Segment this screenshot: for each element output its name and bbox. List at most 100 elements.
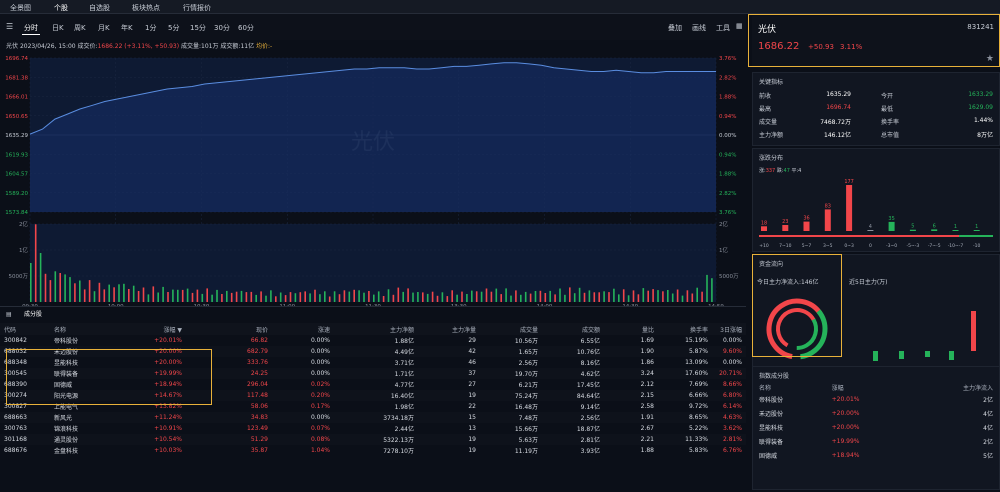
index-col-name[interactable]: 名称	[759, 385, 772, 392]
volume-bar	[118, 284, 120, 302]
col-amount[interactable]: 成交额	[542, 323, 604, 335]
nav-tab-watchlist[interactable]: 自选股	[89, 4, 110, 12]
index-contrib-row[interactable]: 昱能科技 +20.00% 4亿	[753, 420, 999, 434]
down-count: 47	[783, 168, 790, 174]
col-3day-change[interactable]: 3日涨幅	[712, 323, 746, 335]
index-col-change[interactable]: 涨幅	[831, 385, 844, 392]
menu-icon[interactable]: ☰	[6, 22, 14, 31]
list-icon[interactable]: ▤	[6, 311, 12, 318]
table-row[interactable]: 688663 新风光 +11.24% 34.83 0.00% 3734.18万 15 7.48…	[0, 412, 746, 423]
cell-netq: 46	[418, 357, 480, 368]
overlay-button[interactable]: 叠加	[668, 24, 682, 32]
distribution-bar-label: -3~0	[886, 243, 897, 249]
volume-bar	[500, 294, 502, 302]
nav-tab-panorama[interactable]: 全景图	[10, 4, 31, 12]
nav-tab-sector-hot[interactable]: 板块热点	[132, 4, 160, 12]
fund-flow-donut	[766, 298, 828, 360]
table-row[interactable]: 688348 昱能科技 +20.00% 333.76 0.00% 3.71亿 46 2.56万…	[0, 357, 746, 368]
star-icon[interactable]: ★	[985, 54, 994, 64]
cell-ratio: 1.90	[604, 346, 658, 357]
volume-bar	[706, 274, 708, 302]
col-change-label: 涨幅	[163, 326, 176, 334]
col-price[interactable]: 现价	[186, 323, 272, 335]
period-tab-weekly[interactable]: 周K	[74, 24, 86, 32]
volume-bar	[382, 296, 385, 302]
cell-price: 296.04	[186, 379, 272, 390]
table-row[interactable]: 688676 金盘科技 +10.03% 35.87 1.04% 7278.10万 19 11.…	[0, 445, 746, 456]
table-row[interactable]: 300763 锦浪科技 +10.91% 123.49 0.07% 2.44亿 13 15.66…	[0, 423, 746, 434]
table-row[interactable]: 300545 联得装备 +19.99% 24.25 0.00% 1.71亿 37 19.70万…	[0, 368, 746, 379]
volume-bar	[152, 286, 155, 302]
index-contrib-row[interactable]: 联得装备 +19.99% 2亿	[753, 434, 999, 448]
col-change[interactable]: 涨幅 ▼	[140, 323, 186, 335]
volume-bar	[436, 295, 439, 302]
volume-bar	[520, 294, 522, 302]
cell-amt: 3.93亿	[542, 445, 604, 456]
table-row[interactable]: 688032 禾迈股份 +20.00% 682.79 0.00% 4.49亿 42 1.65万…	[0, 346, 746, 357]
cell-vol: 1.65万	[480, 346, 542, 357]
cell-chg: +11.24%	[140, 412, 186, 423]
volume-bar	[632, 290, 635, 302]
grid-icon[interactable]: ▦	[736, 22, 743, 30]
sort-desc-icon: ▼	[177, 326, 182, 334]
col-net-amount[interactable]: 主力净额	[334, 323, 418, 335]
period-tab-60min[interactable]: 60分	[238, 24, 254, 32]
tools-button[interactable]: 工具	[716, 24, 730, 32]
index-col-flow[interactable]: 主力净流入	[962, 385, 993, 392]
index-cell-flow: 4亿	[983, 424, 993, 432]
col-speed[interactable]: 涨速	[272, 323, 334, 335]
draw-line-button[interactable]: 画线	[692, 24, 706, 32]
col-turnover[interactable]: 换手率	[658, 323, 712, 335]
period-tab-daily[interactable]: 日K	[52, 24, 64, 32]
cell-code: 688663	[0, 412, 50, 423]
cell-amt: 17.45亿	[542, 379, 604, 390]
volume-bar	[304, 291, 306, 302]
stat-value: 1633.29	[968, 91, 993, 98]
cell-ratio: 1.69	[604, 335, 658, 346]
col-vol-ratio[interactable]: 量比	[604, 323, 658, 335]
volume-bar	[34, 224, 37, 302]
col-net-qty[interactable]: 主力净量	[418, 323, 480, 335]
period-tab-intraday[interactable]: 分时	[24, 24, 38, 32]
cell-netq: 13	[418, 423, 480, 434]
cell-chg3: 0.00%	[712, 357, 746, 368]
table-row[interactable]: 300827 上能电气 +13.82% 58.06 0.17% 1.98亿 22 16.48万…	[0, 401, 746, 412]
volume-bar	[613, 288, 615, 302]
period-tab-1min[interactable]: 1分	[145, 24, 157, 32]
volume-bar	[622, 289, 625, 302]
col-name[interactable]: 名称	[50, 323, 140, 335]
period-tab-30min[interactable]: 30分	[214, 24, 230, 32]
volume-bar	[422, 292, 424, 302]
period-tab-yearly[interactable]: 年K	[121, 24, 133, 32]
volume-bar	[529, 293, 532, 302]
volume-bar	[652, 289, 654, 302]
period-tab-5min[interactable]: 5分	[168, 24, 180, 32]
quote-price: 1686.22	[758, 41, 800, 52]
table-row[interactable]: 301168 通灵股份 +10.54% 51.29 0.08% 5322.13万 19 5.6…	[0, 434, 746, 445]
period-tab-15min[interactable]: 15分	[190, 24, 206, 32]
pct-tick: 0.00%	[719, 133, 736, 139]
distribution-bar-label: -7~-5	[928, 243, 941, 249]
table-row[interactable]: 300842 帝科股份 +20.01% 66.82 0.00% 1.88亿 29 10.56万…	[0, 335, 746, 346]
nav-tab-quotes[interactable]: 行情报价	[183, 4, 211, 12]
volume-bar	[461, 291, 463, 302]
cell-netq: 42	[418, 346, 480, 357]
volume-bar	[348, 291, 351, 302]
index-contrib-row[interactable]: 帝科股份 +20.01% 2亿	[753, 392, 999, 406]
donut-inflow-arc	[766, 298, 828, 360]
table-row[interactable]: 688390 固德威 +18.94% 296.04 0.02% 4.77亿 27 6.21万 1…	[0, 379, 746, 390]
period-tab-monthly[interactable]: 月K	[98, 24, 110, 32]
cell-ratio: 1.91	[604, 412, 658, 423]
col-code[interactable]: 代码	[0, 323, 50, 335]
distribution-bar-value: 83	[825, 203, 831, 209]
volume-bar	[569, 287, 571, 302]
quote-info-bar: 光伏 2023/04/26, 15:00 成交价:1686.22 (+3.11%…	[0, 40, 746, 54]
volume-bar	[534, 291, 537, 302]
cell-chg: +10.03%	[140, 445, 186, 456]
up-count: 337	[765, 168, 776, 174]
table-row[interactable]: 300274 阳光电源 +14.67% 117.48 0.20% 16.40亿 19 75.2…	[0, 390, 746, 401]
index-contrib-row[interactable]: 固德威 +18.94% 5亿	[753, 448, 999, 462]
intraday-chart[interactable]: 光伏1696.743.76%1681.382.82%1666.011.88%16…	[0, 54, 746, 310]
col-volume[interactable]: 成交量	[480, 323, 542, 335]
index-contrib-row[interactable]: 禾迈股份 +20.00% 4亿	[753, 406, 999, 420]
